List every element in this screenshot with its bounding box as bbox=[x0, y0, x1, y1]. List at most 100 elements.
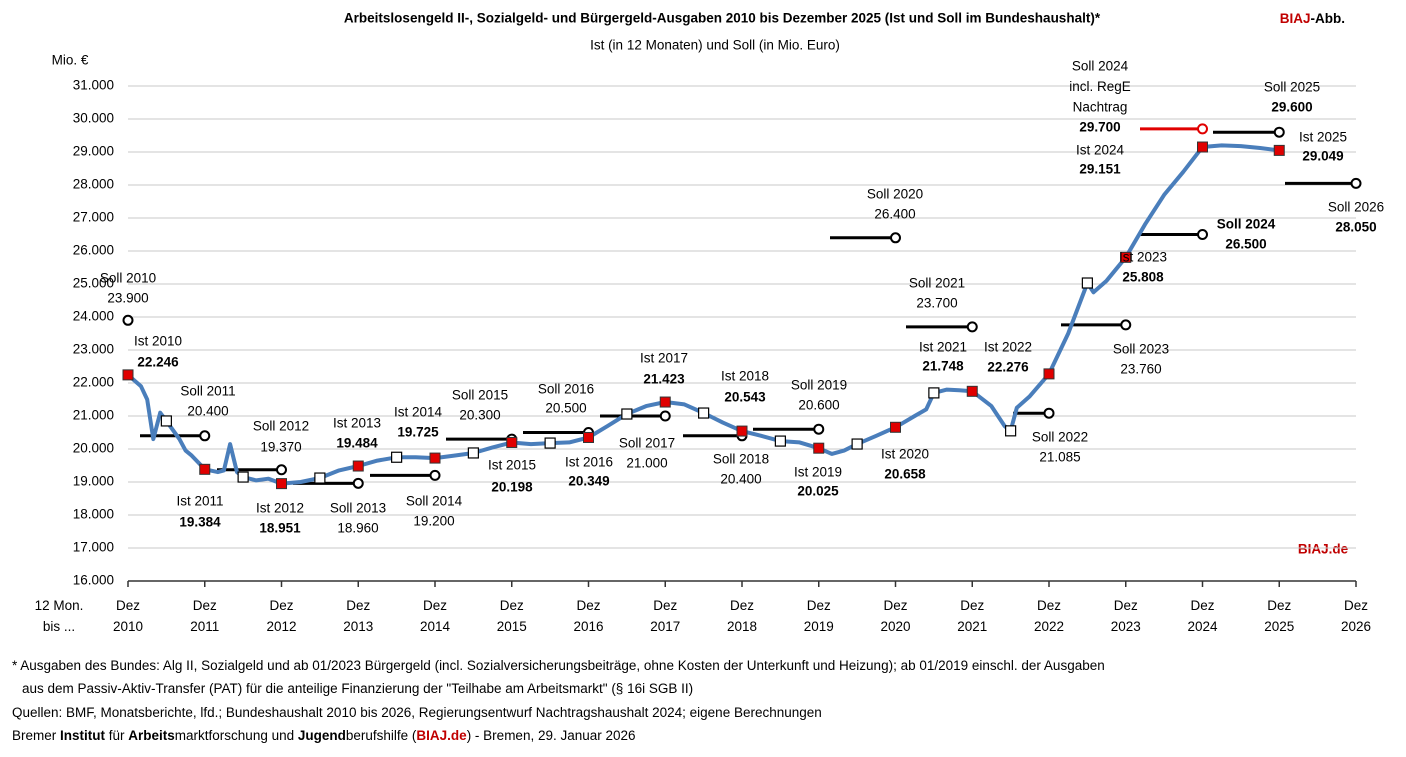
x-tick-label: Dez 2020 bbox=[880, 598, 911, 634]
y-tick-label: 30.000 bbox=[73, 111, 114, 126]
y-tick-label: 31.000 bbox=[73, 78, 114, 93]
soll-label: Soll 2020 bbox=[867, 187, 923, 202]
x-tick-label: Dez 2026 bbox=[1340, 598, 1372, 634]
ist-label: Ist 2023 bbox=[1119, 250, 1167, 265]
ist-value-label: 22.276 bbox=[987, 360, 1029, 375]
x-tick-label: Dez 2010 bbox=[112, 598, 144, 634]
mid-point bbox=[621, 408, 633, 420]
y-tick-label: 25.000 bbox=[73, 276, 114, 291]
x-tick-label: Dez 2014 bbox=[419, 598, 451, 634]
soll-label: Soll 2011 bbox=[180, 384, 235, 399]
y-tick-label: 22.000 bbox=[73, 375, 114, 390]
ist-label: Ist 2013 bbox=[333, 416, 381, 431]
footer-part: berufshilfe ( bbox=[345, 728, 417, 743]
mid-point bbox=[1005, 425, 1017, 437]
soll-value-label: 23.760 bbox=[1120, 362, 1161, 377]
ist-label: Ist 2021 bbox=[919, 340, 967, 355]
mid-point bbox=[237, 471, 249, 483]
soll-value-label: 19.200 bbox=[413, 514, 454, 529]
soll-label: Soll 2012 bbox=[253, 419, 309, 434]
mid-point bbox=[698, 407, 710, 419]
soll-value-label: 29.700 bbox=[1079, 120, 1120, 135]
ist-label: Ist 2022 bbox=[984, 340, 1032, 355]
soll-point bbox=[1197, 229, 1208, 240]
soll-point bbox=[122, 314, 134, 326]
soll-label: Soll 2017 bbox=[619, 436, 675, 451]
ist-value-label: 20.349 bbox=[568, 474, 609, 489]
x-tick-label: Dez 2012 bbox=[266, 598, 297, 634]
x-tick-label: Dez 2021 bbox=[957, 598, 988, 634]
brand-suffix: -Abb. bbox=[1311, 11, 1346, 26]
mid-point bbox=[314, 472, 326, 484]
soll-value-label: 20.300 bbox=[459, 408, 500, 423]
chart-subtitle: Ist (in 12 Monaten) und Soll (in Mio. Eu… bbox=[590, 38, 840, 53]
ist-point bbox=[506, 436, 518, 448]
ist-label: Ist 2015 bbox=[488, 458, 536, 473]
ist-point bbox=[1043, 368, 1055, 380]
soll-point bbox=[890, 232, 901, 244]
y-tick-label: 18.000 bbox=[73, 507, 114, 522]
ist-point bbox=[659, 396, 671, 408]
ist-value-label: 19.484 bbox=[336, 436, 378, 451]
ist-value-label: 20.025 bbox=[797, 484, 839, 499]
soll-value-label: 19.370 bbox=[260, 440, 301, 455]
soll-label: Soll 2014 bbox=[406, 494, 463, 509]
ist-point bbox=[276, 478, 287, 490]
ist-label: Ist 2016 bbox=[565, 455, 613, 470]
soll-value-label: 20.500 bbox=[545, 401, 586, 416]
soll-value-label: 20.400 bbox=[720, 472, 761, 487]
brand: BIAJ-Abb. bbox=[1280, 11, 1345, 26]
ist-label: Ist 2011 bbox=[176, 494, 223, 509]
soll-value-label: 29.600 bbox=[1271, 100, 1312, 115]
ist-point bbox=[352, 460, 364, 472]
mid-point bbox=[544, 437, 556, 449]
soll-point bbox=[429, 469, 441, 481]
ist-label: Ist 2020 bbox=[881, 447, 929, 462]
x-tick-label: Dez 2013 bbox=[343, 598, 374, 634]
ist-value-label: 21.748 bbox=[922, 359, 964, 374]
footer-part: für bbox=[105, 728, 129, 743]
ist-point bbox=[1273, 144, 1285, 156]
ist-point bbox=[583, 431, 594, 443]
mid-point bbox=[774, 435, 786, 447]
ist-value-label: 22.246 bbox=[137, 355, 179, 370]
mid-point bbox=[1081, 277, 1093, 289]
soll-value-label: 26.500 bbox=[1225, 237, 1266, 252]
soll-value-label: 28.050 bbox=[1335, 220, 1376, 235]
ist-label: Ist 2019 bbox=[794, 465, 842, 480]
mid-point bbox=[160, 415, 172, 427]
soll-label: Soll 2024 bbox=[1072, 59, 1129, 74]
soll-label: Soll 2016 bbox=[538, 382, 594, 397]
y-tick-label: 26.000 bbox=[73, 243, 114, 258]
soll-value-label: 21.085 bbox=[1039, 450, 1080, 465]
y-tick-label: 20.000 bbox=[73, 441, 114, 456]
soll-value-label: 23.700 bbox=[916, 296, 957, 311]
soll-label: Nachtrag bbox=[1073, 100, 1128, 115]
ist-value-label: 21.423 bbox=[643, 372, 685, 387]
ist-point bbox=[736, 425, 748, 437]
mid-point bbox=[851, 438, 863, 450]
ist-value-label: 29.049 bbox=[1302, 149, 1343, 164]
ist-label: Ist 2017 bbox=[640, 351, 688, 366]
soll-label: Soll 2026 bbox=[1328, 200, 1384, 215]
footnote: * Ausgaben des Bundes: Alg II, Sozialgel… bbox=[12, 658, 1105, 673]
ist-point bbox=[966, 385, 978, 397]
ist-line bbox=[126, 143, 1280, 486]
soll-point bbox=[352, 477, 364, 489]
ist-value-label: 25.808 bbox=[1122, 270, 1164, 285]
footer-part: Institut bbox=[60, 728, 106, 743]
soll-value-label: 18.960 bbox=[337, 521, 378, 536]
soll-label: Soll 2024 bbox=[1217, 217, 1276, 232]
ist-value-label: 29.151 bbox=[1079, 162, 1121, 177]
soll-label: Soll 2021 bbox=[909, 276, 965, 291]
ist-value-label: 18.951 bbox=[259, 521, 301, 536]
footer: Bremer Institut für Arbeitsmarktforschun… bbox=[12, 728, 636, 743]
mid-point bbox=[928, 387, 940, 399]
soll-point bbox=[1197, 123, 1208, 135]
ist-label: Ist 2010 bbox=[134, 334, 182, 349]
soll-point bbox=[276, 464, 287, 476]
soll-value-label: 26.400 bbox=[874, 207, 915, 222]
soll-label: Soll 2022 bbox=[1032, 430, 1088, 445]
soll-point bbox=[1043, 407, 1055, 419]
